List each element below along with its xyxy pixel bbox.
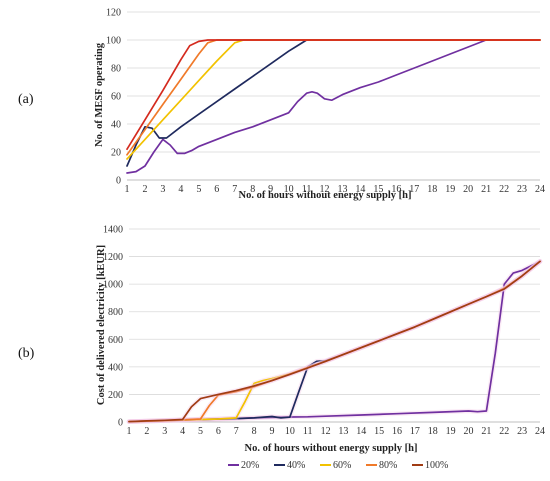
x-axis-label-b: No. of hours without energy supply [h] — [245, 443, 418, 454]
x-tick-label-b: 15 — [374, 426, 384, 437]
x-tick-label-b: 10 — [285, 426, 295, 437]
y-tick-label-b: 1400 — [103, 225, 123, 236]
x-tick-label-b: 2 — [144, 426, 149, 437]
panel-label-a: (a) — [18, 92, 34, 107]
x-tick-label-b: 9 — [269, 426, 274, 437]
y-axis-label-b: Cost of delivered electricity [kEUR] — [96, 245, 107, 405]
series-line-60pct-b — [128, 260, 541, 423]
x-tick-label-b: 4 — [180, 426, 185, 437]
series-line-40pct-a — [126, 39, 541, 167]
gridlines-b — [129, 228, 540, 423]
x-tick-label-a: 24 — [535, 184, 545, 195]
x-tick-label-a: 13 — [337, 184, 347, 195]
x-tick-label-a: 9 — [268, 184, 273, 195]
y-tick-label-a: 40 — [111, 120, 121, 131]
series-halo-80pct-b — [126, 259, 543, 424]
x-tick-label-a: 2 — [142, 184, 147, 195]
panel-label-b: (b) — [18, 346, 35, 361]
x-tick-label-b: 14 — [356, 426, 366, 437]
x-tick-label-b: 8 — [252, 426, 257, 437]
y-tick-label-b: 400 — [108, 362, 123, 373]
series-halo-100pct-b — [126, 259, 543, 424]
x-tick-label-a: 10 — [284, 184, 294, 195]
legend: 20% 40% 60% 80% 100% — [228, 460, 448, 471]
y-tick-label-b: 200 — [108, 390, 123, 401]
x-tick-label-a: 18 — [427, 184, 437, 195]
x-tick-label-b: 19 — [446, 426, 456, 437]
series-line-100pct-a — [126, 39, 541, 151]
x-tick-label-a: 12 — [320, 184, 330, 195]
x-tick-label-b: 11 — [303, 426, 313, 437]
series-line-40pct-b — [128, 260, 541, 423]
x-tick-label-b: 24 — [535, 426, 545, 437]
x-tick-label-b: 13 — [338, 426, 348, 437]
y-tick-label-a: 100 — [106, 36, 121, 47]
series-line-100pct-b — [128, 260, 541, 423]
x-tick-label-a: 14 — [355, 184, 365, 195]
x-axis-label-a: No. of hours without energy supply [h] — [239, 190, 412, 201]
legend-label: 60% — [333, 460, 351, 471]
series-line-80pct-b — [128, 260, 541, 423]
x-tick-label-a: 22 — [499, 184, 509, 195]
x-tick-label-a: 1 — [125, 184, 130, 195]
x-tick-label-a: 6 — [214, 184, 219, 195]
legend-label: 80% — [379, 460, 397, 471]
x-tick-label-a: 23 — [517, 184, 527, 195]
legend-label: 40% — [287, 460, 305, 471]
y-tick-label-b: 800 — [108, 307, 123, 318]
series-line-20pct-b — [128, 260, 541, 423]
x-tick-label-b: 23 — [517, 426, 527, 437]
series-line-80pct-a — [126, 39, 541, 156]
y-tick-label-b: 0 — [118, 418, 123, 429]
y-tick-label-a: 80 — [111, 64, 121, 75]
series-lines-b — [126, 259, 543, 424]
series-halo-20pct-b — [126, 259, 543, 424]
x-tick-label-a: 3 — [160, 184, 165, 195]
x-tick-label-b: 22 — [499, 426, 509, 437]
x-tick-label-a: 17 — [409, 184, 419, 195]
y-tick-label-b: 1200 — [103, 252, 123, 263]
x-tick-label-a: 4 — [178, 184, 183, 195]
x-tick-label-a: 5 — [196, 184, 201, 195]
x-tick-label-a: 15 — [373, 184, 383, 195]
legend-label: 100% — [425, 460, 448, 471]
x-tick-label-b: 18 — [428, 426, 438, 437]
x-tick-label-a: 8 — [250, 184, 255, 195]
y-tick-label-a: 120 — [106, 8, 121, 19]
x-tick-label-a: 16 — [391, 184, 401, 195]
x-tick-label-b: 1 — [127, 426, 132, 437]
x-tick-label-b: 6 — [216, 426, 221, 437]
x-tick-label-b: 16 — [392, 426, 402, 437]
y-tick-label-b: 600 — [108, 335, 123, 346]
series-line-20pct-a — [126, 39, 541, 174]
x-tick-label-a: 21 — [481, 184, 491, 195]
x-tick-label-a: 11 — [302, 184, 312, 195]
x-tick-label-a: 7 — [232, 184, 237, 195]
x-tick-label-b: 17 — [410, 426, 420, 437]
series-lines-a — [126, 39, 541, 174]
series-halo-60pct-b — [126, 259, 543, 424]
gridlines-a — [127, 11, 540, 181]
x-tick-label-b: 12 — [321, 426, 331, 437]
x-tick-label-b: 21 — [481, 426, 491, 437]
x-tick-label-b: 3 — [162, 426, 167, 437]
x-tick-label-b: 20 — [464, 426, 474, 437]
y-tick-label-a: 60 — [111, 92, 121, 103]
y-tick-label-a: 20 — [111, 148, 121, 159]
x-tick-label-b: 7 — [234, 426, 239, 437]
x-tick-label-a: 20 — [463, 184, 473, 195]
series-halo-40pct-b — [126, 259, 543, 424]
x-tick-label-b: 5 — [198, 426, 203, 437]
legend-label: 20% — [241, 460, 259, 471]
x-tick-label-a: 19 — [445, 184, 455, 195]
y-tick-label-b: 1000 — [103, 280, 123, 291]
y-axis-label-a: No. of MESF operating — [94, 42, 105, 147]
y-tick-label-a: 0 — [116, 176, 121, 187]
